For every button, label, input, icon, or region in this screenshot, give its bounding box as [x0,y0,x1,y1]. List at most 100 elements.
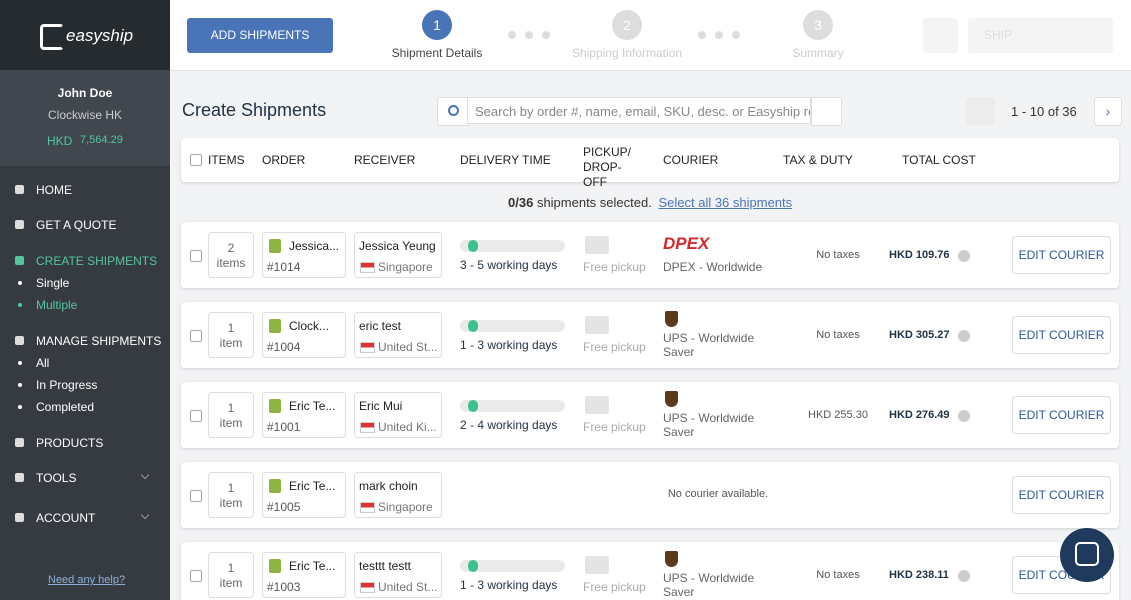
items-count: 1 [227,401,235,415]
receiver-country: United Ki... [378,420,437,434]
items-unit: item [219,416,243,430]
settings-button[interactable] [923,18,958,53]
column-header: DELIVERY TIME [460,153,551,167]
edit-courier-button[interactable]: EDIT COURIER [1012,396,1111,434]
logo-area: easyship [0,0,170,70]
search-icon [437,97,469,126]
next-page[interactable]: › [1094,97,1122,126]
items-box [208,392,254,438]
items-box [208,232,254,278]
courier-logo [665,551,678,567]
page-title: Create Shipments [182,100,327,120]
items-count: 1 [227,561,235,575]
truck-icon [585,316,609,334]
order-name: Eric Te... [289,559,336,573]
step-dot [525,31,533,39]
courier-name: DPEX - Worldwide [663,260,763,274]
tax: No taxes [816,249,860,261]
tax: HKD 255.30 [808,409,868,421]
receiver-country: United St... [378,580,438,594]
delivery-progress [468,400,478,412]
receiver-country: Singapore [378,260,433,274]
items-unit: item [219,496,243,510]
pickup: Free pickup [583,340,646,354]
flag [360,262,375,273]
nav-item[interactable]: GET A QUOTE [36,218,117,232]
row-checkbox[interactable] [190,410,202,422]
selection-info: 0/36 shipments selected. Select all 36 s… [508,195,792,210]
row-checkbox[interactable] [190,250,202,262]
flag [360,582,375,593]
prev-page[interactable] [966,97,995,126]
receiver-name: testtt testt [359,559,412,573]
edit-courier-button[interactable]: EDIT COURIER [1012,236,1111,274]
shipment-row: 2 items Jessica... #1014 Jessica Yeung Singap… [181,222,1119,288]
step-dot [732,31,740,39]
nav-subitem[interactable]: Single [36,276,70,290]
nav-subitem[interactable]: Multiple [36,298,78,312]
receiver-name: Eric Mui [359,399,403,413]
help-link[interactable]: Need any help? [48,574,126,586]
logo-icon [40,24,64,50]
items-count: 2 [227,241,235,255]
nav-subitem[interactable]: Completed [36,400,95,414]
info-icon [958,570,970,582]
row-checkbox[interactable] [190,330,202,342]
nav-item[interactable]: CREATE SHIPMENTS [36,254,158,268]
flag [360,342,375,353]
info-icon [958,330,970,342]
row-checkbox[interactable] [190,490,202,502]
step-dot [715,31,723,39]
nav-bullet [18,281,22,285]
step-label: Shipment Details [391,46,483,60]
step-circle: 2 [612,10,642,40]
selection-text: shipments selected. [536,195,652,210]
order-number: #1001 [267,420,301,434]
user-name: John Doe [57,86,113,100]
nav-icon [15,473,24,482]
edit-courier-button[interactable]: EDIT COURIER [1012,476,1111,514]
delivery-bar [460,320,565,332]
ship-button[interactable]: SHIP [968,18,1113,53]
order-name: Jessica... [289,239,340,253]
chat-button[interactable] [1060,528,1114,582]
step-circle: 3 [803,10,833,40]
pickup: Free pickup [583,420,646,434]
order-number: #1014 [267,260,301,274]
nav-item[interactable]: TOOLS [36,471,77,485]
no-courier: No courier available. [667,488,769,500]
items-box [208,312,254,358]
delivery-bar [460,240,565,252]
shipment-row: 1 item Eric Te... #1001 Eric Mui United Ki...… [181,382,1119,448]
select-all-link[interactable]: Select all 36 shipments [658,195,793,210]
nav-item[interactable]: ACCOUNT [36,511,96,525]
search-input[interactable]: Search by order #, name, email, SKU, des… [467,97,811,124]
nav-item[interactable]: PRODUCTS [36,436,104,450]
sidebar: easyship John Doe Clockwise HK HKD 7,564… [0,0,170,600]
nav-subitem[interactable]: In Progress [36,378,98,392]
nav-icon [15,513,24,522]
edit-courier-button[interactable]: EDIT COURIER [1012,316,1111,354]
delivery-time: 1 - 3 working days [460,338,558,352]
nav-icon [15,185,24,194]
items-box [208,472,254,518]
nav-icon [15,336,24,345]
add-shipments-button[interactable]: ADD SHIPMENTS [187,18,333,53]
items-unit: items [216,256,246,270]
order-name: Eric Te... [289,399,336,413]
pickup: Free pickup [583,580,646,594]
nav-item[interactable]: MANAGE SHIPMENTS [36,334,162,348]
column-header: PICKUP/ DROP-OFF [583,145,632,189]
shipment-row: 1 item Eric Te... #1005 mark choin Singapore N… [181,462,1119,528]
nav-bullet [18,405,22,409]
receiver-name: mark choin [359,479,418,493]
courier-logo: DPEX [663,234,710,253]
row-checkbox[interactable] [190,570,202,582]
search-settings[interactable] [811,97,842,126]
nav-item[interactable]: HOME [36,183,72,197]
items-count: 1 [227,481,235,495]
receiver-name: eric test [359,319,402,333]
step-dot [508,31,516,39]
nav-subitem[interactable]: All [36,356,50,370]
select-all-checkbox[interactable] [190,154,202,166]
